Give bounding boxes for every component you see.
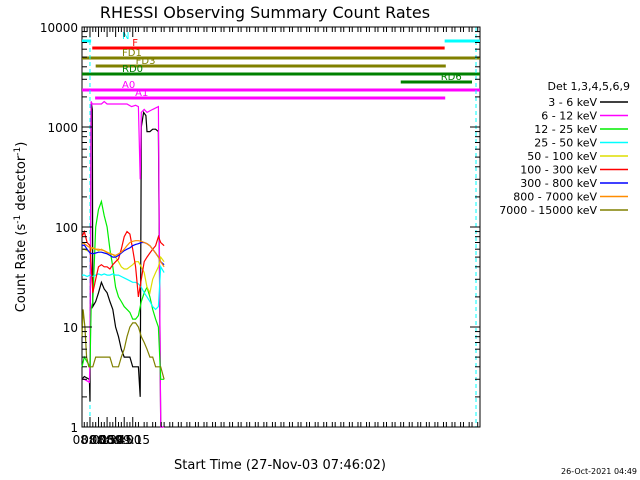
y-axis-label: Count Rate (s-1 detector-1)	[13, 142, 29, 313]
legend-entry-label: 7000 - 15000 keV	[499, 204, 597, 217]
x-tick-label: 08:30	[90, 433, 125, 447]
flag-label-f: F	[132, 38, 138, 49]
y-tick-label: 100	[55, 221, 78, 235]
y-tick-label: 1	[70, 421, 78, 435]
x-tick-label: 08:00	[73, 433, 108, 447]
y-axis-label-part-1: Count Rate (s	[14, 224, 29, 313]
x-tick-label: 09:15	[115, 433, 150, 447]
y-tick-label: 1000	[47, 121, 78, 135]
x-tick-label: 08:15	[81, 433, 116, 447]
y-tick-label: 10000	[40, 21, 78, 35]
y-axis-label-part-2: detector	[14, 155, 29, 215]
flag-label-fd1: FD1	[122, 48, 142, 59]
series-line-800-7000kev	[81, 240, 165, 268]
y-axis-label-sup-2: -1	[13, 147, 23, 156]
legend-entry-label: 12 - 25 keV	[534, 123, 597, 136]
series-line-12-25kev	[81, 199, 165, 380]
series-line-25-50kev	[82, 264, 165, 311]
legend-entry-label: 50 - 100 keV	[527, 150, 597, 163]
flag-label-a0: A0	[122, 80, 135, 91]
legend-entry-label: 6 - 12 keV	[541, 110, 597, 123]
series-line-100-300kev	[81, 229, 165, 297]
series-line-7000-15000kev	[81, 309, 165, 380]
legend-entry-label: 25 - 50 keV	[534, 137, 597, 150]
flag-label-rd6: RD6	[441, 72, 462, 83]
flag-label-fd3: FD3	[136, 56, 156, 67]
chart-title: RHESSI Observing Summary Count Rates	[100, 3, 430, 22]
footer-timestamp: 26-Oct-2021 04:49	[561, 467, 637, 476]
y-axis-label-sup-1: -1	[13, 215, 23, 224]
legend-entry-label: 300 - 800 keV	[520, 177, 597, 190]
legend-entry-label: 3 - 6 keV	[548, 96, 597, 109]
flag-label-n: N	[122, 31, 129, 42]
legend-header: Det 1,3,4,5,6,9	[547, 80, 630, 93]
series-lines	[81, 100, 165, 428]
x-axis-label: Start Time (27-Nov-03 07:46:02)	[174, 458, 386, 473]
legend-entry-label: 100 - 300 keV	[520, 164, 597, 177]
x-tick-label: 08:45	[98, 433, 133, 447]
series-line-6-12kev	[82, 100, 165, 428]
flag-label-a1: A1	[135, 88, 148, 99]
x-tick-label: 09:00	[107, 433, 142, 447]
legend-entry-label: 800 - 7000 keV	[513, 191, 597, 204]
flag-label-rd0: RD0	[122, 64, 143, 75]
plot-frame	[81, 26, 481, 428]
y-axis-label-part-3: )	[14, 142, 29, 147]
y-tick-label: 10	[63, 321, 78, 335]
